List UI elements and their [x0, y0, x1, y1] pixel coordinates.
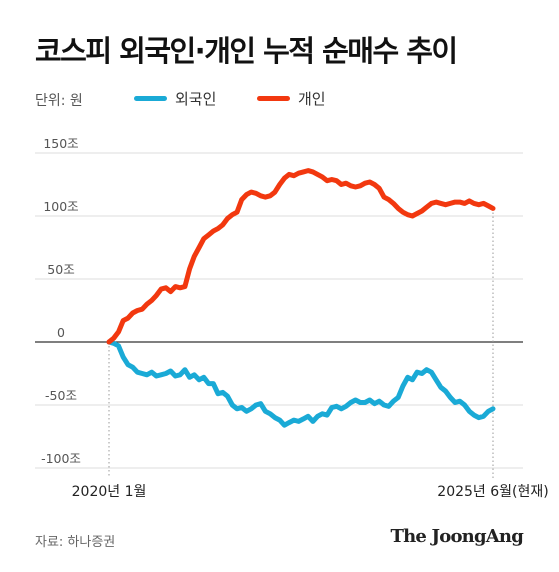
x-tick-label-start: 2020년 1월: [72, 484, 147, 500]
unit-label: 단위: 원: [35, 93, 83, 109]
y-tick-label: 50조: [47, 262, 74, 277]
y-tick-label: 150조: [43, 136, 78, 151]
y-tick-label: 0: [57, 325, 65, 340]
legend-label-individual: 개인: [298, 90, 326, 108]
series-line-foreign: [106, 339, 496, 428]
series-line-individual: [106, 168, 496, 345]
series-layer: [106, 168, 496, 428]
legend-swatch-individual: [257, 96, 290, 101]
y-tick-label: -50조: [45, 388, 77, 403]
legend-item-foreign: 외국인: [134, 88, 216, 109]
y-tick-label: 100조: [43, 199, 78, 214]
publisher-logo: The JoongAng: [390, 526, 524, 547]
legend-swatch-foreign: [134, 96, 167, 101]
guide-layer: [108, 208, 494, 478]
x-tick-label-end: 2025년 6월(현재): [437, 484, 548, 500]
y-tick-label: -100조: [41, 451, 81, 466]
chart-title: 코스피 외국인·개인 누적 순매수 추이: [35, 34, 458, 68]
legend-item-individual: 개인: [257, 88, 326, 109]
legend-label-foreign: 외국인: [175, 90, 217, 108]
source-note: 자료: 하나증권: [35, 535, 116, 550]
label-layer: 150조 100조 50조 0 -50조 -100조 2020년 1월 2025년 6월(현재…: [41, 136, 549, 500]
